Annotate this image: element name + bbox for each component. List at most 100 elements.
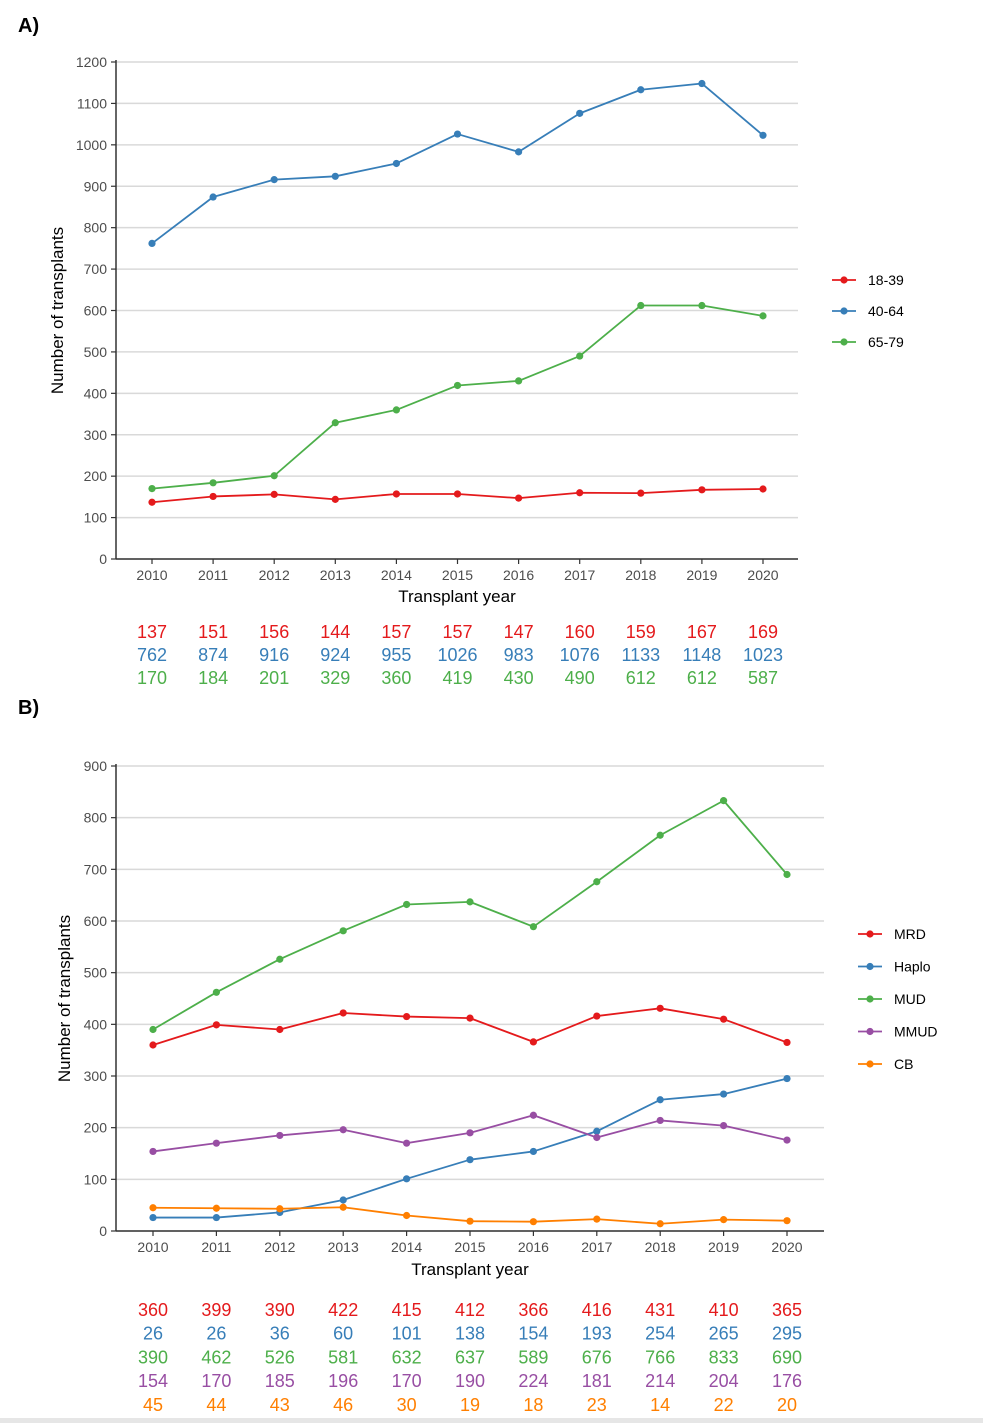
data-point-mud bbox=[466, 898, 474, 906]
data-point-cb bbox=[783, 1217, 791, 1225]
data-point-40-64 bbox=[331, 172, 339, 180]
series-line-40-64 bbox=[151, 82, 764, 245]
count-label: 170 bbox=[392, 1371, 422, 1391]
data-point-mmud bbox=[720, 1122, 728, 1130]
data-point-mrd bbox=[466, 1014, 474, 1022]
count-label: 612 bbox=[626, 668, 656, 688]
series-line-mud bbox=[152, 799, 788, 1031]
count-label: 422 bbox=[328, 1300, 358, 1320]
count-label: 410 bbox=[709, 1300, 739, 1320]
count-label: 167 bbox=[687, 622, 717, 642]
count-label: 295 bbox=[772, 1324, 802, 1344]
legend-key-point bbox=[840, 307, 848, 315]
count-label: 399 bbox=[201, 1300, 231, 1320]
count-label: 390 bbox=[138, 1347, 168, 1367]
count-label: 181 bbox=[582, 1371, 612, 1391]
x-tick-label: 2018 bbox=[645, 1239, 676, 1255]
data-point-mmud bbox=[593, 1133, 601, 1142]
data-point-haplo bbox=[149, 1213, 157, 1222]
x-tick-label: 2019 bbox=[686, 567, 717, 583]
count-label: 581 bbox=[328, 1347, 358, 1367]
count-label: 19 bbox=[460, 1395, 480, 1415]
data-point-40-64 bbox=[148, 239, 156, 248]
count-label: 874 bbox=[198, 645, 228, 665]
data-point-mud bbox=[212, 988, 220, 996]
x-tick-label: 2017 bbox=[564, 567, 595, 583]
count-label: 22 bbox=[714, 1395, 734, 1415]
count-label: 637 bbox=[455, 1347, 485, 1367]
panel-b-chart: B) 0 100 200 300 400 500 600 700 800 900 2010 2011 20… bbox=[18, 697, 938, 1415]
y-axis-title: Number of transplants bbox=[48, 227, 67, 394]
y-tick-label: 200 bbox=[84, 1120, 108, 1136]
y-tick-label: 1000 bbox=[76, 137, 107, 153]
count-label: 632 bbox=[392, 1347, 422, 1367]
data-point-mmud bbox=[403, 1139, 411, 1147]
y-tick-label: 400 bbox=[84, 1016, 108, 1032]
count-label: 762 bbox=[137, 645, 167, 665]
count-label: 214 bbox=[645, 1371, 675, 1391]
data-point-haplo bbox=[403, 1175, 411, 1183]
count-label: 151 bbox=[198, 622, 228, 642]
data-point-mmud bbox=[212, 1139, 220, 1147]
count-label: 1023 bbox=[743, 645, 783, 665]
count-label: 690 bbox=[772, 1347, 802, 1367]
y-tick-label: 700 bbox=[84, 261, 108, 277]
data-point-mmud bbox=[339, 1126, 347, 1134]
y-tick-label: 500 bbox=[84, 965, 108, 981]
data-point-65-79 bbox=[331, 419, 339, 427]
y-tick-label: 900 bbox=[84, 758, 108, 774]
panel-label: A) bbox=[18, 15, 39, 37]
x-tick-label: 2013 bbox=[320, 567, 351, 583]
data-point-haplo bbox=[593, 1127, 601, 1135]
data-point-mmud bbox=[466, 1129, 474, 1137]
y-tick-label: 100 bbox=[84, 510, 108, 526]
data-point-mrd bbox=[529, 1038, 538, 1046]
data-point-mrd bbox=[593, 1012, 601, 1020]
x-tick-label: 2015 bbox=[442, 567, 473, 583]
legend-label: MMUD bbox=[894, 1024, 938, 1040]
y-tick-label: 600 bbox=[84, 913, 108, 929]
count-label: 30 bbox=[397, 1395, 417, 1415]
count-label: 157 bbox=[381, 622, 411, 642]
data-point-haplo bbox=[339, 1196, 347, 1204]
data-point-40-64 bbox=[515, 148, 523, 156]
x-tick-label: 2015 bbox=[454, 1239, 485, 1255]
data-point-40-64 bbox=[270, 176, 278, 184]
data-point-18-39 bbox=[576, 489, 584, 497]
x-tick-label: 2016 bbox=[518, 1239, 549, 1255]
data-point-mud bbox=[149, 1025, 157, 1034]
data-point-mrd bbox=[403, 1012, 411, 1021]
y-tick-label: 200 bbox=[84, 468, 108, 484]
data-point-cb bbox=[466, 1217, 474, 1225]
count-label: 254 bbox=[645, 1324, 675, 1344]
legend-key-point bbox=[866, 962, 874, 971]
y-tick-label: 0 bbox=[99, 551, 107, 567]
x-tick-label: 2014 bbox=[391, 1239, 422, 1255]
count-label: 26 bbox=[143, 1324, 163, 1344]
count-label: 419 bbox=[442, 668, 472, 688]
data-point-mrd bbox=[212, 1021, 220, 1029]
data-point-mrd bbox=[276, 1025, 284, 1034]
y-tick-label: 300 bbox=[84, 1068, 108, 1084]
count-label: 1133 bbox=[621, 645, 660, 665]
count-label: 101 bbox=[392, 1324, 422, 1344]
data-point-65-79 bbox=[759, 312, 767, 320]
count-label: 26 bbox=[206, 1324, 226, 1344]
count-label: 201 bbox=[259, 668, 289, 688]
data-point-65-79 bbox=[453, 381, 462, 390]
x-axis-title: Transplant year bbox=[398, 587, 516, 606]
y-tick-label: 0 bbox=[99, 1223, 107, 1239]
count-label: 23 bbox=[587, 1395, 607, 1415]
y-tick-label: 1100 bbox=[77, 95, 107, 111]
count-label: 430 bbox=[504, 668, 534, 688]
count-label: 154 bbox=[138, 1371, 168, 1391]
count-label: 412 bbox=[455, 1300, 485, 1320]
data-point-mrd bbox=[339, 1009, 347, 1017]
count-label: 46 bbox=[333, 1395, 353, 1415]
data-point-mud bbox=[593, 878, 601, 886]
count-label: 833 bbox=[709, 1347, 739, 1367]
count-label: 144 bbox=[320, 622, 350, 642]
count-label: 44 bbox=[206, 1395, 226, 1415]
count-label: 587 bbox=[748, 668, 778, 688]
count-label: 390 bbox=[265, 1300, 295, 1320]
